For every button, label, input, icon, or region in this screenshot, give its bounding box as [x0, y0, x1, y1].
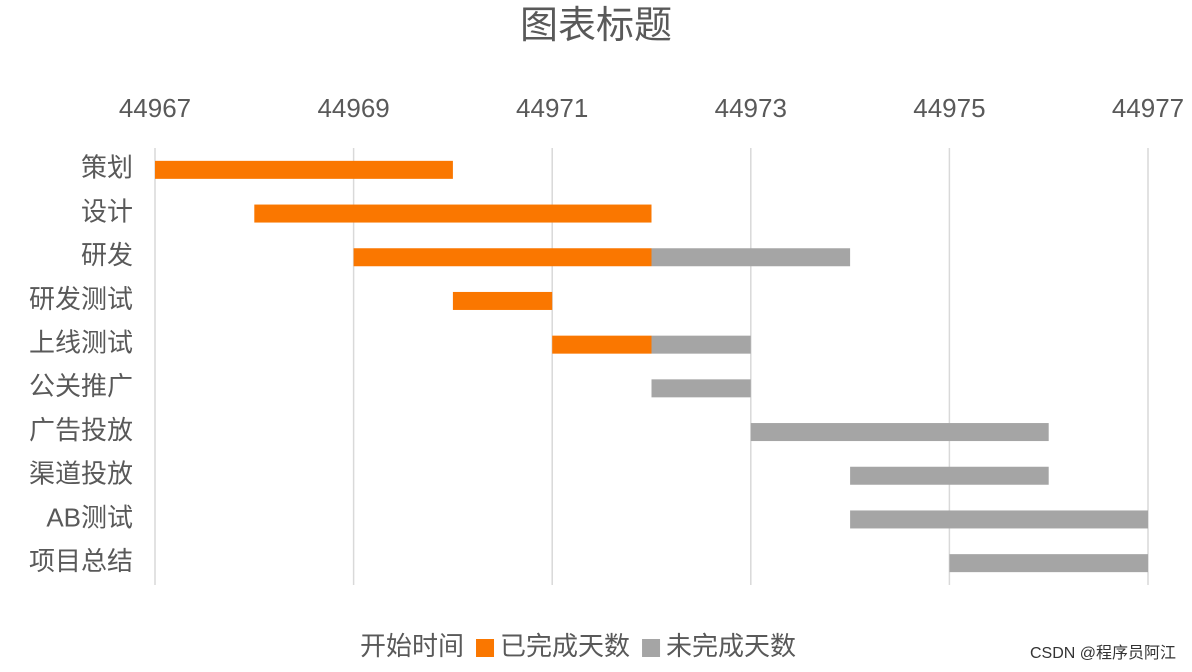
y-tick-label: 渠道投放: [29, 459, 133, 489]
legend-label: 未完成天数: [666, 631, 796, 661]
x-tick-label: 44969: [317, 93, 389, 123]
y-tick-label: 策划: [81, 153, 133, 183]
bar: [155, 423, 751, 441]
x-tick-label: 44975: [913, 93, 985, 123]
legend-label: 已完成天数: [500, 631, 630, 661]
bar: [552, 335, 652, 354]
x-tick-label: 44967: [119, 93, 191, 123]
watermark: CSDN @程序员阿江: [1030, 644, 1176, 662]
bar: [452, 291, 553, 310]
y-tick-label: 研发: [81, 240, 133, 270]
bar: [155, 205, 254, 223]
y-tick-label: 广告投放: [29, 415, 133, 445]
bar: [254, 204, 652, 223]
chart-title: 图表标题: [520, 5, 672, 47]
bar: [155, 467, 850, 485]
bar: [949, 554, 1148, 573]
y-tick-label: 上线测试: [29, 328, 133, 358]
x-tick-label: 44971: [516, 93, 588, 123]
legend-swatch: [476, 639, 495, 657]
y-tick-label: 项目总结: [29, 546, 133, 576]
bar: [155, 248, 354, 266]
bar: [155, 379, 652, 397]
x-tick-label: 44973: [715, 93, 787, 123]
x-tick-label: 44977: [1112, 93, 1184, 123]
bar: [850, 510, 1148, 529]
bar: [651, 335, 751, 354]
bar: [651, 379, 751, 398]
bar: [155, 292, 453, 310]
bar: [850, 466, 1049, 485]
legend-label: 开始时间: [360, 631, 464, 661]
y-tick-label: 公关推广: [29, 371, 133, 401]
y-tick-label: 研发测试: [29, 284, 133, 314]
bar: [750, 423, 1049, 442]
y-tick-label: 设计: [81, 196, 133, 226]
bar: [651, 248, 851, 267]
bar: [353, 248, 652, 267]
y-tick-label: AB测试: [46, 502, 133, 532]
bar: [155, 510, 850, 528]
legend-swatch: [642, 639, 661, 657]
bar: [155, 160, 453, 179]
